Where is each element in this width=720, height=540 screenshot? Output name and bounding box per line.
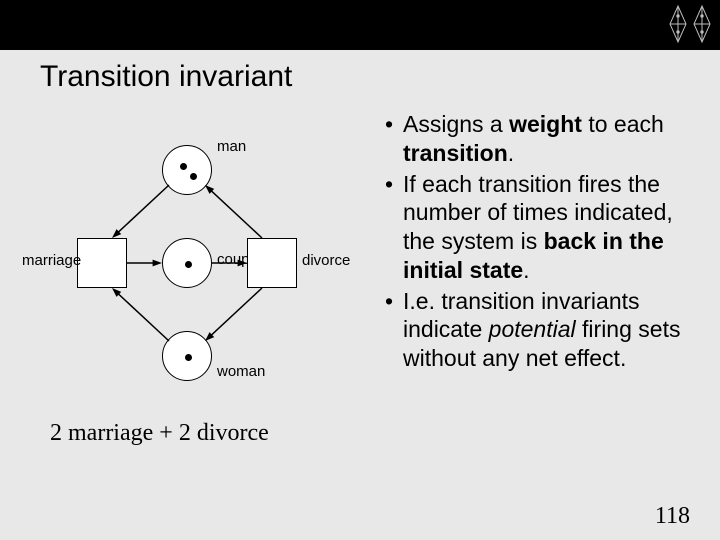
bullet-text: weight <box>509 111 582 137</box>
slide-title: Transition invariant <box>40 60 292 94</box>
petri-net-diagram: mancouplewomanmarriagedivorce <box>22 125 352 405</box>
bullet-text: Assigns a <box>403 111 509 137</box>
bullet-item: If each transition fires the number of t… <box>403 170 705 285</box>
arc-divorce-woman <box>22 125 352 405</box>
page-number: 118 <box>655 503 690 530</box>
bullet-text: . <box>508 140 514 166</box>
invariant-formula: 2 marriage + 2 divorce <box>50 420 269 447</box>
corner-decoration <box>666 2 714 53</box>
bullet-text: . <box>523 257 529 283</box>
bullet-text: transition <box>403 140 508 166</box>
bullet-item: Assigns a weight to each transition. <box>403 110 705 168</box>
bullet-column: Assigns a weight to each transition.If e… <box>385 110 705 375</box>
top-bar <box>0 0 720 50</box>
bullet-item: I.e. transition invariants indicate pote… <box>403 287 705 373</box>
bullet-text: to each <box>582 111 664 137</box>
bullet-text: potential <box>489 316 576 342</box>
